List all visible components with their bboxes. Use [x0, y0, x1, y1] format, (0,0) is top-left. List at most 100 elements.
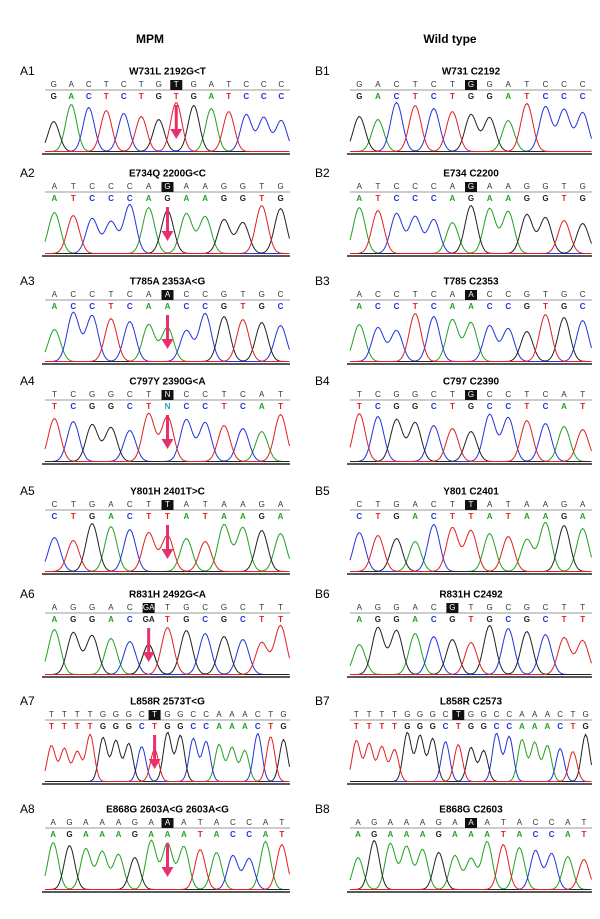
base-call-colored: T	[456, 722, 461, 731]
base-call-colored: G	[280, 722, 286, 731]
base-call-colored: A	[543, 512, 549, 521]
base-call-colored: A	[519, 722, 525, 731]
base-call: C	[506, 710, 512, 719]
trace	[44, 628, 290, 675]
base-call-colored: G	[404, 722, 410, 731]
base-call: A	[165, 818, 171, 827]
base-call-colored: A	[214, 830, 220, 839]
base-call-colored: G	[221, 615, 227, 624]
base-call-colored: C	[580, 92, 586, 101]
highlight-box	[465, 818, 477, 828]
panel-label: A8	[20, 802, 35, 816]
base-call: A	[108, 500, 114, 509]
base-call-colored: C	[543, 615, 549, 624]
trace	[349, 113, 592, 152]
base-call: G	[259, 500, 265, 509]
trace	[350, 839, 592, 890]
base-call-colored: T	[413, 92, 418, 101]
base-call: T	[146, 390, 151, 399]
base-call: C	[246, 818, 252, 827]
base-call: C	[580, 290, 586, 299]
base-call: A	[355, 818, 361, 827]
base-call: T	[203, 500, 208, 509]
base-call: T	[456, 710, 461, 719]
base-call-colored: T	[354, 722, 359, 731]
base-call: T	[450, 390, 455, 399]
base-call: G	[404, 710, 410, 719]
base-call-colored: T	[259, 615, 264, 624]
base-call: T	[278, 603, 283, 612]
base-call: G	[468, 710, 474, 719]
base-call: C	[505, 390, 511, 399]
trace	[349, 318, 592, 362]
trace	[45, 523, 290, 572]
highlight-box	[465, 500, 477, 510]
base-call: G	[66, 818, 72, 827]
base-call-colored: G	[164, 722, 170, 731]
base-call-colored: G	[449, 615, 455, 624]
panel-title: C797Y 2390G<A	[129, 377, 205, 388]
base-call-colored: C	[202, 302, 208, 311]
panel-label: A2	[20, 166, 35, 180]
panel-label: A7	[20, 694, 35, 708]
base-call-colored: A	[487, 512, 493, 521]
base-call: G	[89, 603, 95, 612]
base-call-colored: G	[468, 194, 474, 203]
base-call-colored: G	[486, 615, 492, 624]
base-call: T	[139, 80, 144, 89]
trace	[349, 633, 592, 675]
base-call-colored: G	[417, 722, 423, 731]
base-call: G	[430, 710, 436, 719]
trace	[350, 119, 592, 152]
trace	[45, 743, 290, 782]
base-call-colored: C	[561, 92, 567, 101]
base-call-colored: A	[181, 830, 187, 839]
base-call-colored: C	[543, 402, 549, 411]
base-call: A	[181, 818, 187, 827]
base-call: G	[524, 182, 530, 191]
panel-title: Y801H 2401T>C	[130, 487, 205, 498]
mutation-arrowhead	[161, 231, 174, 241]
base-call: A	[532, 710, 538, 719]
base-call: T	[88, 710, 93, 719]
base-call-colored: T	[152, 722, 157, 731]
base-call: G	[89, 390, 95, 399]
base-call: A	[146, 182, 152, 191]
base-call: C	[549, 818, 555, 827]
base-call: T	[562, 182, 567, 191]
base-call: GA	[143, 603, 155, 612]
trace	[45, 317, 290, 362]
trace	[44, 733, 290, 782]
base-call-colored: G	[393, 402, 399, 411]
base-call-colored: G	[221, 302, 227, 311]
base-call: G	[393, 500, 399, 509]
base-call-colored: T	[543, 302, 548, 311]
base-call: C	[543, 80, 549, 89]
base-call: G	[356, 80, 362, 89]
base-call-colored: C	[139, 722, 145, 731]
base-call: A	[580, 500, 586, 509]
highlight-box	[142, 603, 155, 613]
base-call: T	[268, 710, 273, 719]
base-call: G	[100, 710, 106, 719]
base-call-colored: T	[570, 722, 575, 731]
highlight-box	[161, 390, 174, 400]
base-call: T	[71, 500, 76, 509]
base-call-colored: T	[222, 402, 227, 411]
base-call-colored: GA	[143, 615, 155, 624]
base-call-colored: A	[487, 194, 493, 203]
panel-title: E868G C2603	[439, 805, 503, 816]
trace	[350, 636, 592, 675]
highlight-box	[148, 710, 161, 720]
base-call: G	[108, 390, 114, 399]
base-call: A	[452, 818, 458, 827]
panel-label: B1	[315, 64, 330, 78]
base-call-colored: A	[202, 194, 208, 203]
base-call-colored: G	[524, 194, 530, 203]
base-call: T	[62, 710, 67, 719]
base-call-colored: T	[469, 512, 474, 521]
base-call: T	[469, 603, 474, 612]
base-call: A	[487, 182, 493, 191]
base-call: A	[487, 500, 493, 509]
base-call: T	[375, 500, 380, 509]
